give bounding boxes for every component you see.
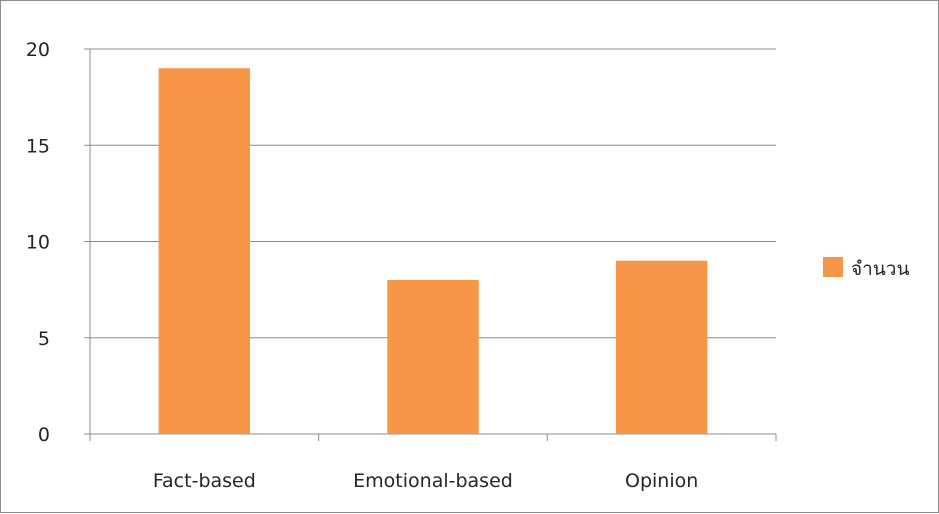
bar-opinion (615, 260, 708, 434)
x-tick-label: Emotional-based (353, 470, 513, 492)
y-tick-labels: 0 5 10 15 20 (26, 39, 50, 446)
y-tick-label: 0 (38, 424, 50, 446)
y-tick-label: 20 (26, 39, 50, 61)
y-tick-label: 5 (38, 328, 50, 350)
bar-emotional-based (387, 280, 479, 434)
x-tick-labels: Fact-based Emotional-based Opinion (153, 470, 698, 492)
bar-fact-based (158, 68, 251, 434)
legend: จำนวน (823, 257, 909, 280)
y-tick-label: 15 (26, 135, 50, 157)
legend-swatch (823, 257, 843, 277)
y-tick-label: 10 (26, 232, 50, 254)
legend-label: จำนวน (851, 258, 909, 280)
x-tick-label: Fact-based (153, 470, 256, 492)
x-tick-label: Opinion (625, 470, 698, 492)
bars (158, 68, 708, 434)
